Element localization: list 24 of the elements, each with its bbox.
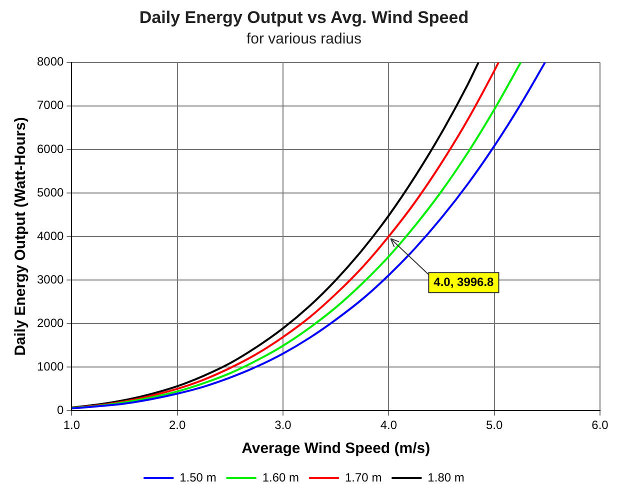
chart-subtitle: for various radius <box>246 30 362 48</box>
y-tick-label: 3000 <box>36 272 64 286</box>
legend-label: 1.60 m <box>262 470 300 484</box>
x-tick-label: 5.0 <box>486 418 504 432</box>
x-tick-label: 4.0 <box>380 418 398 432</box>
y-tick-label: 6000 <box>36 142 64 156</box>
x-axis-title: Average Wind Speed (m/s) <box>242 440 430 458</box>
y-tick-label: 8000 <box>36 54 64 69</box>
legend-label: 1.70 m <box>345 470 382 484</box>
x-tick-label: 1.0 <box>63 418 80 432</box>
legend-label: 1.80 m <box>428 470 464 484</box>
y-tick-label: 4000 <box>36 228 64 243</box>
y-tick-label: 7000 <box>36 98 64 112</box>
x-tick-label: 6.0 <box>592 418 609 432</box>
y-tick-label: 5000 <box>36 185 64 200</box>
annotation: 4.0, 3996.8 <box>434 274 494 289</box>
y-tick-label: 0 <box>57 402 64 417</box>
x-tick-label: 3.0 <box>274 418 292 432</box>
y-axis-title: Daily Energy Output (Watt-Hours) <box>12 117 30 356</box>
chart-title: Daily Energy Output vs Avg. Wind Speed <box>139 8 469 27</box>
legend-label: 1.50 m <box>180 470 216 484</box>
x-tick-label: 2.0 <box>169 418 186 432</box>
y-tick-label: 1000 <box>36 359 64 374</box>
y-tick-label: 2000 <box>36 316 64 330</box>
